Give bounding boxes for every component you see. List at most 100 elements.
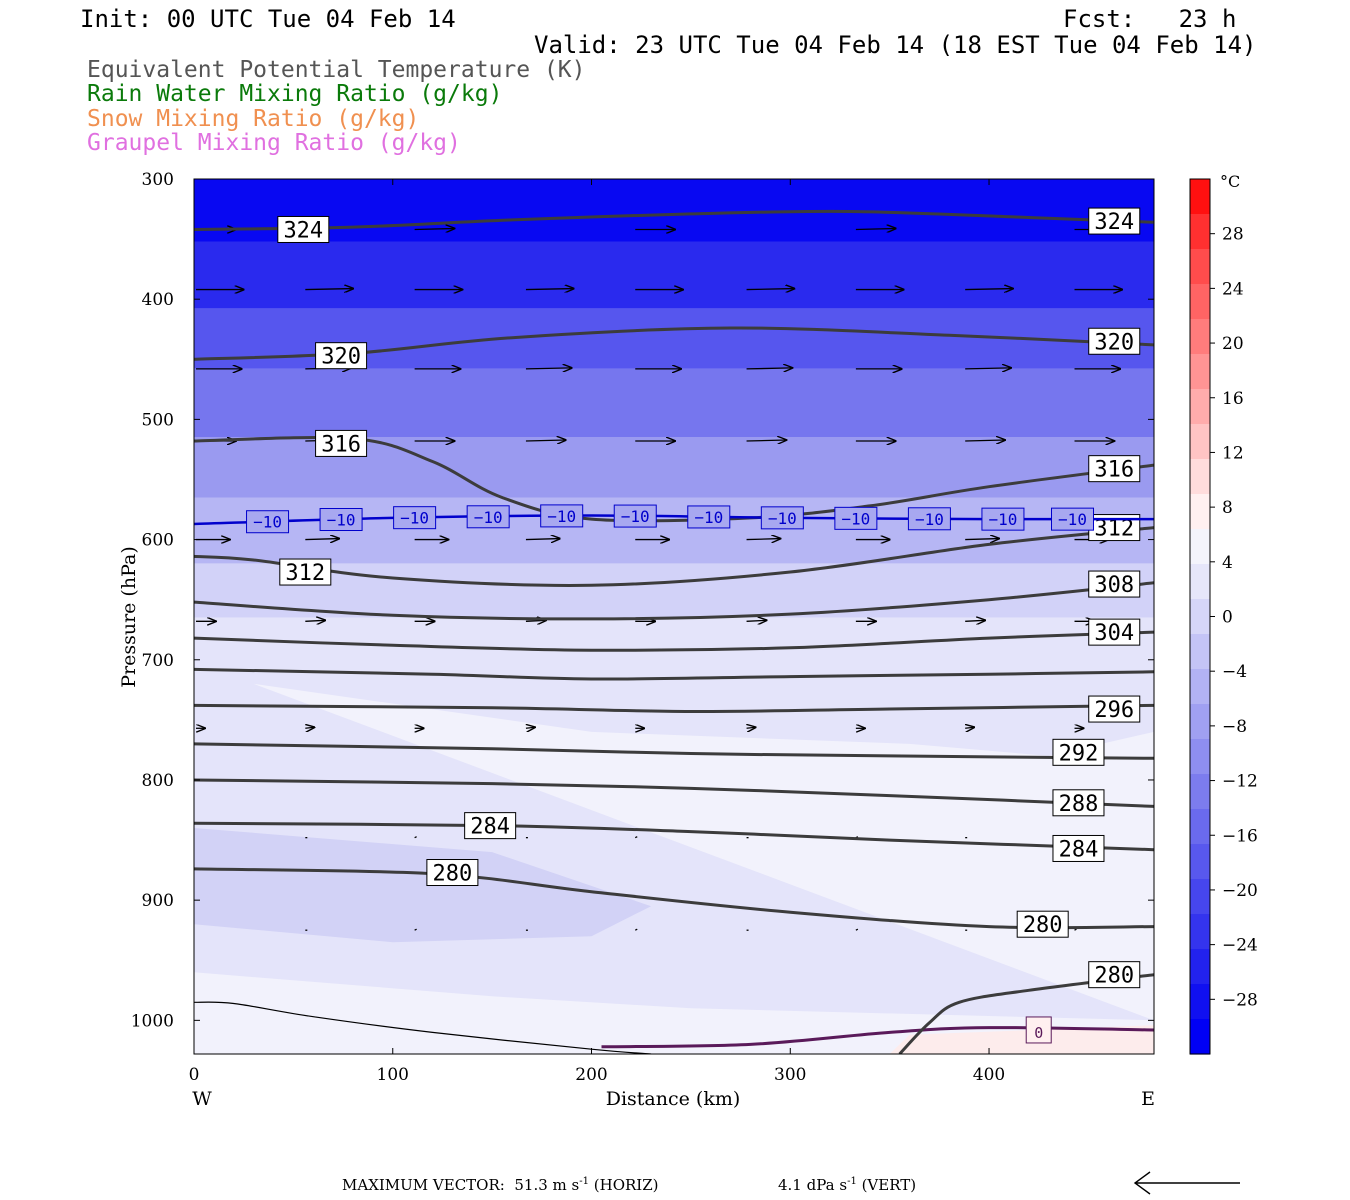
wind-arrow bbox=[634, 928, 638, 931]
minus10-label: −10 bbox=[621, 507, 650, 526]
y-tick-label: 300 bbox=[142, 170, 174, 190]
minus10-label-box bbox=[1051, 507, 1095, 531]
vert-tag: (VERT) bbox=[856, 1176, 917, 1194]
wind-arrow bbox=[305, 727, 314, 728]
theta-e-label-284: 284 bbox=[1059, 837, 1099, 862]
colorbar-segment bbox=[1190, 774, 1210, 810]
y-tick-label: 500 bbox=[142, 410, 174, 430]
x-tick-label: 200 bbox=[575, 1065, 607, 1085]
colorbar-segment bbox=[1190, 984, 1210, 1020]
theta-e-label-324-box bbox=[277, 215, 330, 243]
theta-e-label-280: 280 bbox=[1023, 913, 1063, 938]
wind-arrow bbox=[305, 289, 353, 290]
theta-e-label-288-box bbox=[1052, 789, 1105, 817]
minus10-label: −10 bbox=[400, 509, 429, 528]
colorbar-unit: °C bbox=[1220, 172, 1240, 191]
minus10-label-box bbox=[981, 507, 1025, 531]
minus10-label-box bbox=[246, 510, 290, 534]
wind-arrow bbox=[965, 440, 1005, 441]
wind-arrow bbox=[525, 440, 566, 441]
theta-e-contour-304 bbox=[194, 630, 1154, 652]
colorbar-segment bbox=[1190, 844, 1210, 880]
wind-arrow bbox=[526, 727, 535, 728]
minus10-isotherm: −10 −10 −10 −10 −10 −10 −10 −10 −10 −10 −10 −10 bbox=[194, 504, 1154, 534]
vert-vector-caption: 4.1 dPa s-1 (VERT) bbox=[778, 1176, 916, 1194]
theta-e-label-284-box bbox=[1052, 834, 1105, 862]
theta-e-label-280-box bbox=[1088, 961, 1141, 989]
theta-e-contour-292 bbox=[194, 742, 1154, 760]
legend-rain: Rain Water Mixing Ratio (g/kg) bbox=[87, 81, 503, 107]
theta-e-label-296: 296 bbox=[1094, 698, 1134, 723]
zero-isotherm-label-box bbox=[1025, 1016, 1052, 1044]
colorbar-segment bbox=[1190, 634, 1210, 670]
legend-theta-e: Equivalent Potential Temperature (K) bbox=[87, 57, 586, 83]
wind-arrow bbox=[414, 228, 455, 229]
minus10-label-box bbox=[540, 504, 584, 528]
theta-e-label-324: 324 bbox=[1094, 210, 1134, 235]
theta-e-label-292: 292 bbox=[1059, 741, 1099, 766]
temperature-band-10 bbox=[889, 1025, 1154, 1054]
temperature-band-0 bbox=[194, 179, 1154, 242]
minus10-label: −10 bbox=[768, 509, 797, 528]
wind-arrow bbox=[525, 620, 546, 621]
wind-arrow bbox=[634, 836, 638, 839]
minus10-label-box bbox=[319, 508, 363, 532]
colorbar-tick-label: −28 bbox=[1222, 990, 1258, 1010]
wind-arrow bbox=[746, 289, 795, 290]
wind-arrow bbox=[965, 368, 1011, 369]
colorbar-tick-label: −4 bbox=[1222, 662, 1247, 682]
theta-e-label-312: 312 bbox=[1094, 517, 1134, 542]
theta-e-label-316-box bbox=[315, 429, 368, 457]
colorbar-segment bbox=[1190, 319, 1210, 355]
y-tick-label: 400 bbox=[142, 290, 174, 310]
valid-time: Valid: 23 UTC Tue 04 Feb 14 (18 EST Tue … bbox=[534, 31, 1257, 59]
x-tick-label: 300 bbox=[774, 1065, 806, 1085]
x-tick-label: 100 bbox=[377, 1065, 409, 1085]
wind-arrow bbox=[855, 228, 896, 229]
minus10-label-box bbox=[760, 506, 804, 530]
temperature-band-2 bbox=[194, 308, 1154, 369]
init-time: Init: 00 UTC Tue 04 Feb 14 bbox=[80, 5, 456, 33]
y-tick-label: 800 bbox=[142, 771, 174, 791]
temperature-band-3 bbox=[194, 368, 1154, 438]
theta-e-label-308: 308 bbox=[1094, 573, 1134, 598]
colorbar-segment bbox=[1190, 704, 1210, 740]
wind-arrow bbox=[746, 620, 767, 621]
theta-e-contours: 324 324 320 320 316 316 312 312 308 304 296 292 288 2… bbox=[194, 207, 1154, 1054]
temperature-band-1 bbox=[194, 241, 1154, 309]
colorbar-tick-label: 12 bbox=[1222, 443, 1244, 463]
minus10-label-box bbox=[613, 504, 657, 528]
wind-arrow bbox=[965, 539, 999, 540]
pressure-axis: 300 400 500 600 700 800 900 1000 bbox=[131, 170, 1154, 1031]
west-label: W bbox=[192, 1088, 212, 1110]
colorbar-tick-label: −20 bbox=[1222, 881, 1258, 901]
x-tick-label: 0 bbox=[189, 1065, 200, 1085]
theta-e-label-312-box bbox=[279, 558, 332, 586]
colorbar-segment bbox=[1190, 949, 1210, 985]
wind-arrow bbox=[1074, 928, 1077, 931]
minus10-label-box bbox=[393, 506, 437, 530]
colorbar-segment bbox=[1190, 809, 1210, 845]
theta-e-label-320: 320 bbox=[1094, 330, 1134, 355]
wind-arrow bbox=[305, 539, 339, 540]
colorbar-tick-label: 28 bbox=[1222, 225, 1244, 245]
temperature-band-9 bbox=[194, 828, 652, 943]
y-axis-label: Pressure (hPa) bbox=[118, 546, 140, 688]
theta-e-contour-280 bbox=[194, 867, 1154, 930]
x-tick-label: 400 bbox=[973, 1065, 1005, 1085]
temperature-band-6 bbox=[194, 563, 1154, 618]
colorbar-tick-label: −12 bbox=[1222, 772, 1258, 792]
colorbar-segment bbox=[1190, 214, 1210, 250]
wind-arrow bbox=[525, 539, 560, 540]
colorbar-segment bbox=[1190, 529, 1210, 565]
minus10-label: −10 bbox=[253, 513, 282, 532]
colorbar-segment bbox=[1190, 459, 1210, 495]
wind-arrow bbox=[965, 620, 985, 621]
vert-value: 4.1 dPa s bbox=[778, 1176, 848, 1194]
theta-e-label-280: 280 bbox=[1094, 964, 1134, 989]
max-vector-caption: MAXIMUM VECTOR: 51.3 m s-1 (HORIZ) bbox=[342, 1176, 659, 1194]
colorbar-tick-label: 8 bbox=[1222, 498, 1233, 518]
colorbar-tick-label: −24 bbox=[1222, 936, 1258, 956]
plot-frame bbox=[193, 178, 1155, 1055]
